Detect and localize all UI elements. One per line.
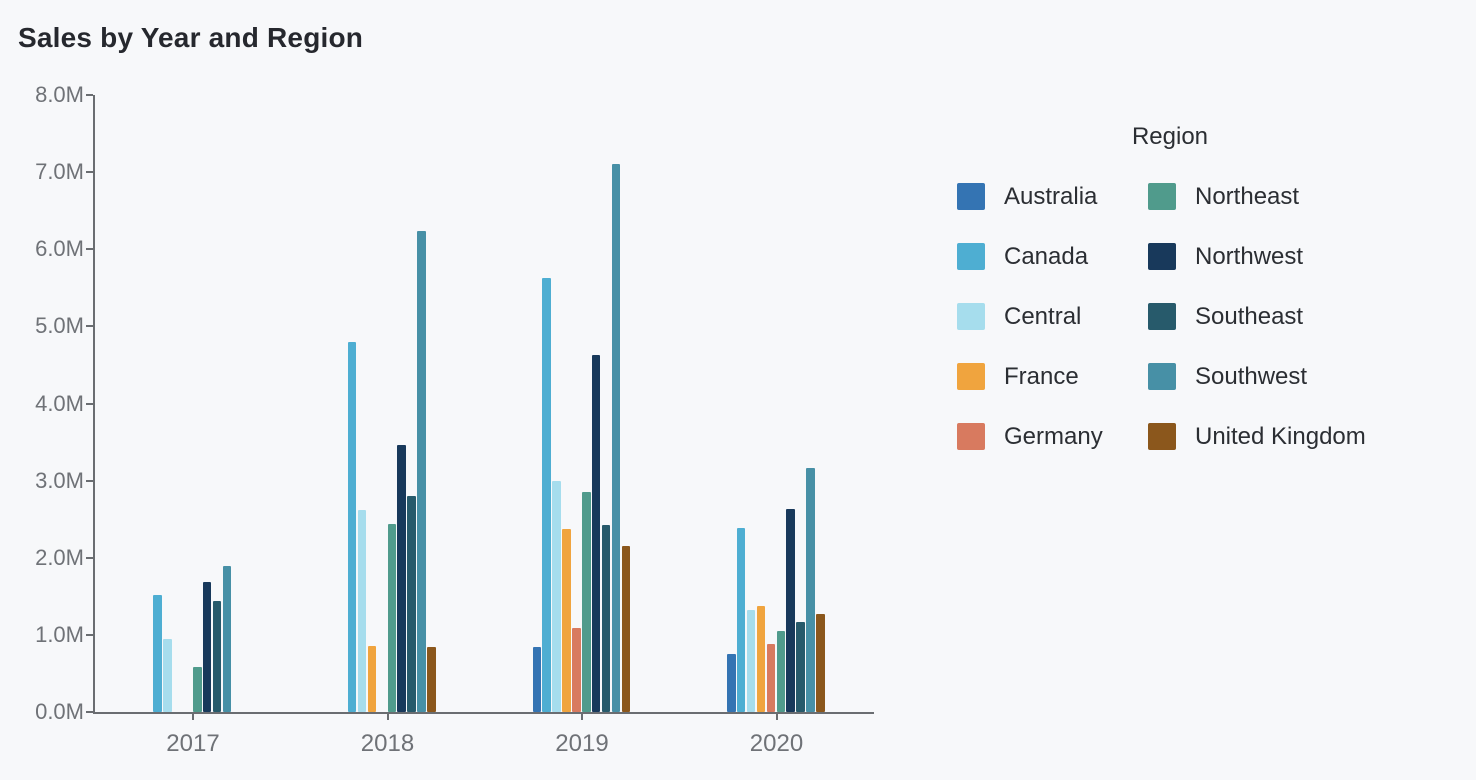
bar-2018-northeast[interactable] bbox=[387, 523, 396, 712]
bar-2020-canada[interactable] bbox=[736, 527, 746, 712]
y-axis-label: 8.0M bbox=[35, 82, 84, 107]
y-axis-label: 6.0M bbox=[35, 236, 84, 262]
bar-2020-central[interactable] bbox=[746, 610, 756, 712]
bar-2020-southeast[interactable] bbox=[796, 621, 805, 712]
bar-2019-france[interactable] bbox=[562, 529, 571, 712]
legend-label: Southwest bbox=[1195, 362, 1308, 390]
bar-2019-canada[interactable] bbox=[542, 277, 551, 712]
legend-label: Central bbox=[1004, 302, 1082, 330]
legend-swatch-germany bbox=[957, 423, 985, 450]
bar-2018-france[interactable] bbox=[367, 645, 377, 712]
legend-title: Region bbox=[1131, 123, 1209, 150]
x-axis-tick bbox=[775, 712, 778, 720]
x-axis-label-2018: 2018 bbox=[360, 730, 415, 757]
legend-item-central[interactable]: Central bbox=[957, 303, 1148, 330]
y-axis-tick bbox=[86, 94, 93, 96]
legend-swatch-southwest bbox=[1148, 363, 1176, 390]
y-axis-label: 0.0M bbox=[35, 699, 84, 724]
legend-label: Germany bbox=[1004, 422, 1103, 450]
legend-label: France bbox=[1004, 362, 1079, 390]
bar-2019-australia[interactable] bbox=[532, 647, 541, 712]
bar-2019-germany[interactable] bbox=[572, 627, 581, 712]
y-axis-label: 3.0M bbox=[35, 467, 84, 493]
legend-swatch-southeast bbox=[1148, 303, 1176, 330]
legend-item-france[interactable]: France bbox=[957, 363, 1148, 390]
legend-swatch-united-kingdom bbox=[1148, 423, 1176, 450]
bar-2019-central[interactable] bbox=[552, 480, 561, 712]
bar-2018-northwest[interactable] bbox=[397, 445, 406, 712]
y-axis-line bbox=[93, 95, 95, 714]
y-axis-label: 5.0M bbox=[35, 313, 84, 339]
legend-swatch-northeast bbox=[1148, 183, 1176, 210]
legend-label: Canada bbox=[1004, 242, 1089, 270]
y-axis-label: 1.0M bbox=[35, 621, 84, 647]
bar-2017-southeast[interactable] bbox=[212, 600, 222, 712]
y-axis-tick bbox=[86, 479, 93, 482]
bar-2020-northeast[interactable] bbox=[776, 631, 785, 712]
bar-2018-southwest[interactable] bbox=[417, 230, 426, 712]
y-axis-tick bbox=[86, 711, 93, 713]
legend-item-southeast[interactable]: Southeast bbox=[1148, 303, 1383, 330]
plot-area: 0.0M 1.0M 2.0M 3.0M 4.0M 5.0M 6.0M 7.0M 8.0M 201… bbox=[35, 82, 874, 757]
bar-2020-northwest[interactable] bbox=[786, 509, 795, 712]
bar-2017-northwest[interactable] bbox=[202, 581, 212, 712]
bar-2017-canada[interactable] bbox=[153, 594, 162, 712]
y-axis-tick bbox=[86, 633, 93, 636]
y-axis-tick bbox=[86, 402, 93, 405]
legend-item-germany[interactable]: Germany bbox=[957, 423, 1148, 450]
legend-swatch-france bbox=[957, 363, 985, 390]
x-axis-tick bbox=[192, 712, 194, 720]
bar-2017-northeast[interactable] bbox=[193, 667, 202, 712]
legend-item-australia[interactable]: Australia bbox=[957, 183, 1148, 210]
y-axis-tick bbox=[86, 325, 93, 328]
bar-2018-central[interactable] bbox=[357, 509, 367, 712]
y-axis-label: 4.0M bbox=[35, 390, 84, 416]
bar-2019-northeast[interactable] bbox=[582, 492, 591, 712]
bar-2019-northwest[interactable] bbox=[591, 354, 601, 712]
x-axis-line bbox=[93, 712, 874, 714]
legend-item-southwest[interactable]: Southwest bbox=[1148, 363, 1383, 390]
y-axis-tick bbox=[86, 171, 93, 174]
legend: Region Australia Northeast Canada Northwest… bbox=[957, 123, 1383, 450]
bar-2018-southeast[interactable] bbox=[407, 496, 416, 712]
bar-2019-southeast[interactable] bbox=[601, 524, 611, 712]
bar-2017-southwest[interactable] bbox=[222, 566, 232, 712]
legend-item-canada[interactable]: Canada bbox=[957, 243, 1148, 270]
bar-2018-united-kingdom[interactable] bbox=[427, 647, 436, 712]
legend-label: Northwest bbox=[1195, 242, 1304, 270]
x-axis-label-2017: 2017 bbox=[166, 730, 220, 757]
x-axis-tick bbox=[581, 712, 583, 720]
legend-swatch-australia bbox=[957, 183, 985, 210]
chart-title: Sales by Year and Region bbox=[18, 22, 364, 53]
legend-label: United Kingdom bbox=[1195, 422, 1366, 450]
legend-label: Australia bbox=[1004, 182, 1098, 210]
y-axis-tick bbox=[86, 556, 93, 559]
legend-label: Southeast bbox=[1195, 302, 1304, 330]
legend-item-northwest[interactable]: Northwest bbox=[1148, 243, 1383, 270]
bar-2020-germany[interactable] bbox=[766, 644, 776, 712]
y-axis-tick bbox=[86, 248, 93, 251]
x-axis-label-2020: 2020 bbox=[749, 730, 804, 757]
legend-item-northeast[interactable]: Northeast bbox=[1148, 183, 1383, 210]
bar-2018-canada[interactable] bbox=[347, 341, 357, 712]
y-axis-label: 2.0M bbox=[35, 544, 84, 570]
legend-swatch-canada bbox=[957, 243, 985, 270]
bar-2020-france[interactable] bbox=[756, 606, 766, 712]
legend-swatch-central bbox=[957, 303, 985, 330]
legend-label: Northeast bbox=[1195, 182, 1300, 210]
bar-2020-australia[interactable] bbox=[727, 654, 736, 712]
bar-2020-southwest[interactable] bbox=[806, 468, 815, 712]
x-axis-tick bbox=[386, 712, 389, 720]
y-axis-label: 7.0M bbox=[35, 159, 84, 185]
legend-item-united-kingdom[interactable]: United Kingdom bbox=[1148, 423, 1383, 450]
legend-swatch-northwest bbox=[1148, 243, 1176, 270]
x-axis-label-2019: 2019 bbox=[555, 730, 609, 757]
bar-2019-united-kingdom[interactable] bbox=[621, 546, 631, 712]
legend-grid: Australia Northeast Canada Northwest Central… bbox=[957, 183, 1383, 450]
bar-2020-united-kingdom[interactable] bbox=[816, 614, 825, 712]
bar-2017-central[interactable] bbox=[163, 638, 172, 712]
bar-2019-southwest[interactable] bbox=[611, 163, 621, 712]
